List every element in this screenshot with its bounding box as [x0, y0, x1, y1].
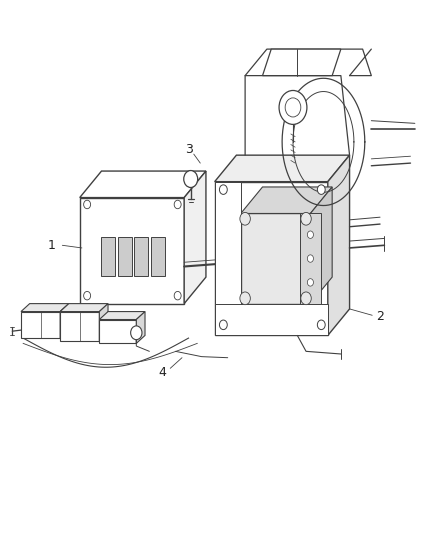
Polygon shape [80, 171, 206, 198]
Circle shape [184, 171, 198, 188]
Circle shape [318, 185, 325, 195]
Polygon shape [215, 182, 328, 335]
Polygon shape [184, 171, 206, 304]
Polygon shape [134, 237, 148, 276]
Polygon shape [215, 304, 328, 335]
Circle shape [131, 326, 142, 340]
Circle shape [219, 320, 227, 329]
Polygon shape [21, 312, 60, 338]
Circle shape [174, 200, 181, 209]
Polygon shape [311, 187, 332, 304]
Polygon shape [328, 155, 350, 335]
Polygon shape [262, 49, 341, 76]
Circle shape [174, 292, 181, 300]
Text: 1: 1 [47, 239, 55, 252]
Polygon shape [241, 214, 311, 304]
Polygon shape [117, 237, 131, 276]
Circle shape [84, 292, 91, 300]
Circle shape [307, 255, 314, 262]
Circle shape [219, 185, 227, 195]
Polygon shape [241, 187, 332, 214]
Polygon shape [60, 304, 69, 338]
Polygon shape [60, 304, 108, 312]
Polygon shape [21, 304, 69, 312]
Circle shape [301, 292, 311, 305]
Polygon shape [215, 155, 350, 182]
Circle shape [240, 213, 251, 225]
Circle shape [307, 279, 314, 286]
Circle shape [307, 231, 314, 238]
Circle shape [240, 292, 251, 305]
Circle shape [318, 320, 325, 329]
Circle shape [279, 91, 307, 124]
Polygon shape [151, 237, 165, 276]
Polygon shape [136, 312, 145, 343]
Text: 4: 4 [159, 366, 166, 379]
Polygon shape [300, 214, 321, 304]
Circle shape [301, 213, 311, 225]
Polygon shape [101, 237, 115, 276]
Polygon shape [80, 198, 184, 304]
Circle shape [84, 200, 91, 209]
Polygon shape [99, 319, 136, 343]
Polygon shape [215, 182, 241, 335]
Polygon shape [99, 304, 108, 341]
Text: 3: 3 [184, 143, 192, 156]
Polygon shape [99, 312, 145, 319]
Polygon shape [60, 312, 99, 341]
Text: 2: 2 [376, 310, 384, 324]
